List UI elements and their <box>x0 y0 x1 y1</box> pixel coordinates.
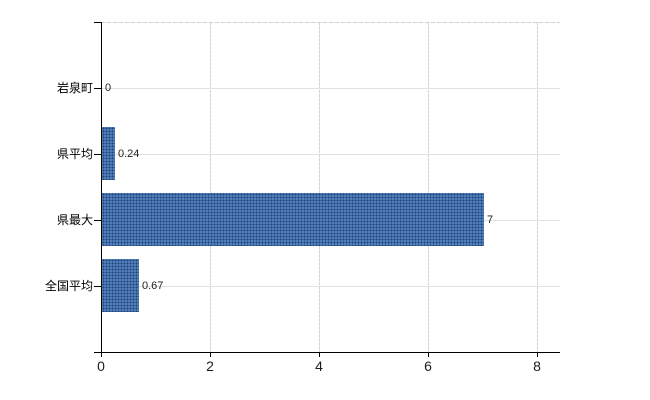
x-axis-tick <box>537 353 538 357</box>
y-axis-tick <box>94 154 101 155</box>
bar <box>102 259 139 312</box>
x-tick-label: 6 <box>424 358 432 374</box>
x-gridline <box>428 22 429 352</box>
x-gridline <box>210 22 211 352</box>
category-gridline <box>102 154 560 155</box>
category-gridline <box>102 88 560 89</box>
y-axis-tick <box>94 88 101 89</box>
y-axis-tick <box>94 286 101 287</box>
category-gridline <box>102 286 560 287</box>
x-gridline <box>319 22 320 352</box>
x-axis <box>94 352 560 353</box>
x-axis-tick <box>101 353 102 357</box>
category-label: 全国平均 <box>44 279 93 293</box>
x-tick-label: 0 <box>97 358 105 374</box>
category-label: 県平均 <box>56 147 93 161</box>
value-label: 7 <box>487 214 494 226</box>
x-tick-label: 2 <box>206 358 214 374</box>
value-label: 0 <box>105 82 112 94</box>
x-axis-tick <box>428 353 429 357</box>
y-axis <box>101 22 102 353</box>
plot-top-gridline <box>101 22 560 23</box>
bar <box>102 127 115 180</box>
x-gridline <box>537 22 538 352</box>
value-label: 0.24 <box>118 148 140 160</box>
category-label: 県最大 <box>56 213 93 227</box>
value-label: 0.67 <box>142 280 164 292</box>
y-axis-tick <box>94 220 101 221</box>
bar <box>102 193 484 246</box>
category-label: 岩泉町 <box>56 81 93 95</box>
x-axis-tick <box>210 353 211 357</box>
y-axis-top-tick <box>94 22 101 23</box>
x-axis-tick <box>319 353 320 357</box>
x-tick-label: 8 <box>533 358 541 374</box>
x-tick-label: 4 <box>315 358 323 374</box>
